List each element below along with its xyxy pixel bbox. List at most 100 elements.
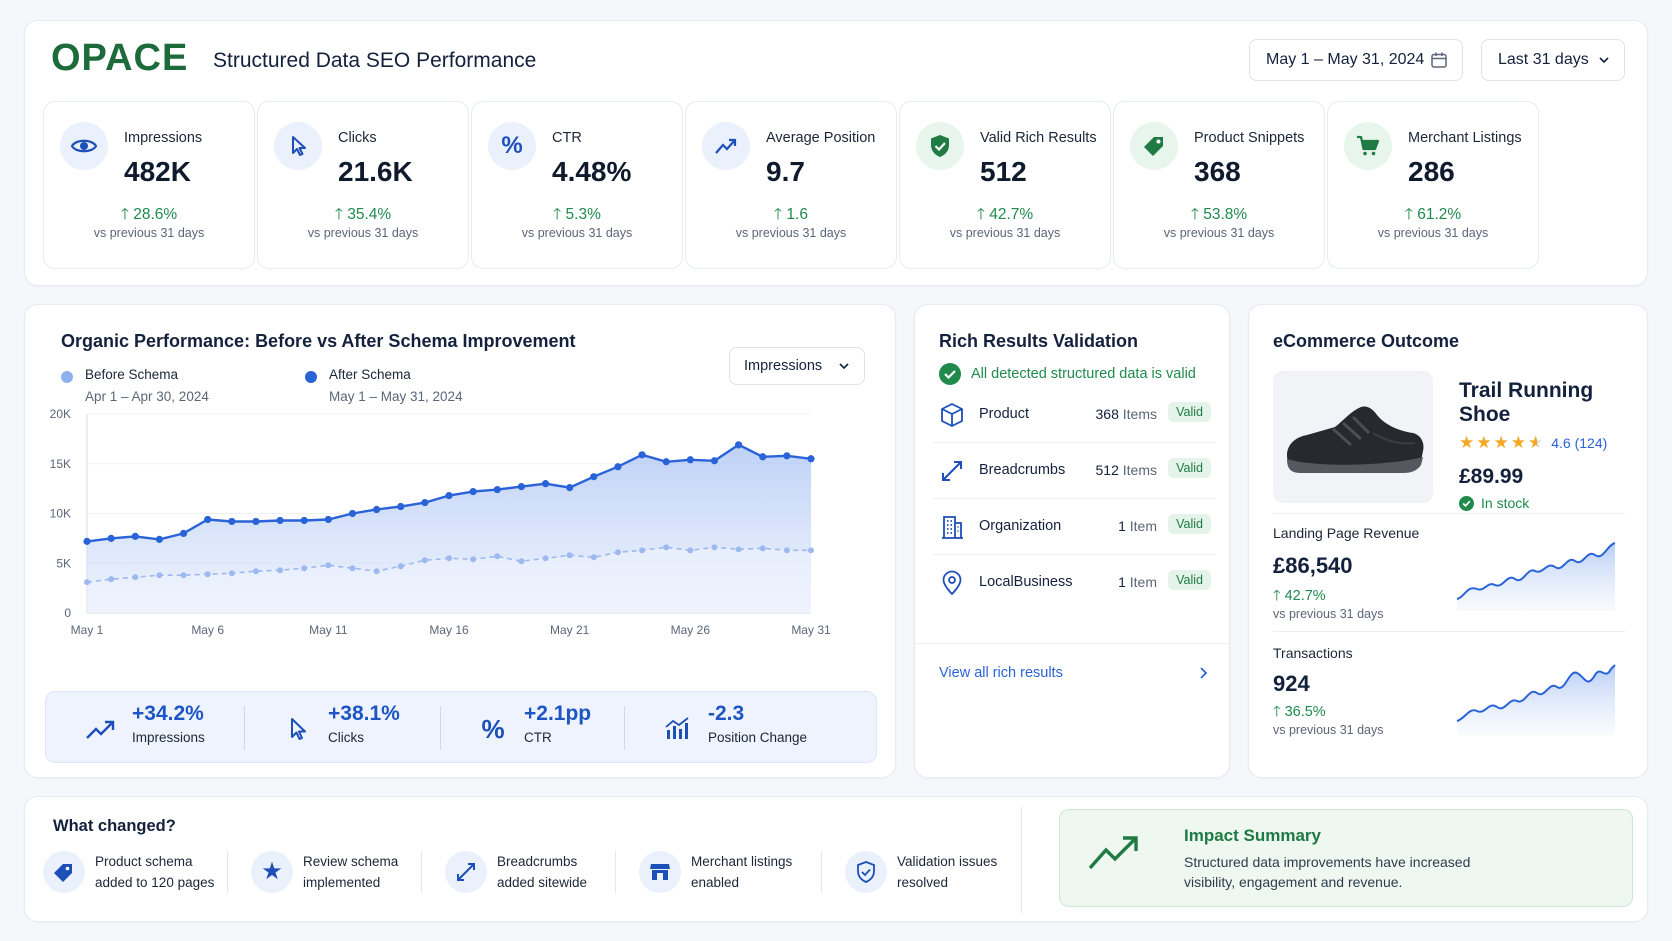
kpi-change: 🡑 28.6%	[120, 206, 178, 223]
after-point[interactable]	[324, 515, 332, 524]
eye-icon	[60, 122, 108, 170]
before-point[interactable]	[301, 565, 308, 572]
kpi-value: 286	[1408, 156, 1455, 187]
before-point[interactable]	[421, 557, 428, 564]
after-point[interactable]	[759, 453, 767, 461]
period-label: Last 31 days	[1498, 51, 1589, 68]
before-point[interactable]	[470, 556, 477, 563]
before-point[interactable]	[204, 571, 211, 578]
after-point[interactable]	[83, 537, 91, 545]
before-schema-area	[87, 547, 811, 613]
date-range-label: May 1 – May 31, 2024	[1266, 51, 1425, 68]
after-point[interactable]	[541, 480, 550, 488]
before-point[interactable]	[783, 547, 790, 554]
before-point[interactable]	[759, 545, 766, 552]
kpi-compare: vs previous 31 days	[1377, 226, 1489, 240]
before-point[interactable]	[590, 554, 597, 561]
after-point[interactable]	[252, 517, 260, 526]
after-point[interactable]	[493, 486, 501, 494]
after-point[interactable]	[397, 502, 405, 511]
before-point[interactable]	[156, 572, 163, 579]
before-point[interactable]	[84, 579, 90, 586]
after-point[interactable]	[155, 535, 163, 543]
after-point[interactable]	[566, 484, 574, 492]
after-point[interactable]	[662, 458, 670, 466]
kpi-card-valid-rich-results[interactable]: Valid Rich Results 512 🡑 42.7% vs previo…	[899, 101, 1111, 269]
x-tick-label: May 26	[671, 623, 711, 637]
line-chart[interactable]: 0 5K 10K 15K 20K May 1 May 6 May 11 May 16 May 2…	[25, 305, 897, 685]
kpi-card-ctr[interactable]: % CTR 4.48% 🡑 5.3% vs previous 31 days	[471, 101, 683, 269]
after-point[interactable]	[107, 534, 115, 542]
arrow-up-icon: 🡑	[553, 206, 562, 223]
before-point[interactable]	[108, 576, 115, 583]
rich-row-name: Organization	[979, 518, 1062, 534]
before-point[interactable]	[711, 544, 718, 551]
after-point[interactable]	[373, 505, 381, 514]
product-image[interactable]	[1273, 371, 1433, 503]
stock-status: In stock	[1459, 495, 1529, 511]
after-point[interactable]	[300, 516, 308, 525]
rich-row-product[interactable]: Product 368 Items Valid	[933, 387, 1215, 443]
before-point[interactable]	[446, 555, 452, 562]
rich-row-breadcrumbs[interactable]: Breadcrumbs 512 Items Valid	[933, 443, 1215, 499]
before-point[interactable]	[252, 568, 259, 575]
after-point[interactable]	[807, 455, 815, 463]
kpi-card-clicks[interactable]: Clicks 21.6K 🡑 35.4% vs previous 31 days	[257, 101, 469, 269]
before-point[interactable]	[228, 570, 235, 577]
before-point[interactable]	[325, 562, 332, 569]
view-all-rich-results-link[interactable]: View all rich results	[939, 665, 1209, 681]
after-point[interactable]	[276, 516, 284, 525]
before-point[interactable]	[373, 568, 380, 575]
rich-row-organization[interactable]: Organization 1 Item Valid	[933, 499, 1215, 555]
before-point[interactable]	[687, 547, 694, 554]
before-point[interactable]	[808, 547, 814, 554]
rich-row-localbusiness[interactable]: LocalBusiness 1 Item Valid	[933, 555, 1215, 611]
kpi-card-impressions[interactable]: Impressions 482K 🡑 28.6% vs previous 31 …	[43, 101, 255, 269]
x-tick-label: May 6	[191, 623, 224, 637]
before-point[interactable]	[277, 567, 284, 574]
x-tick-label: May 16	[429, 623, 469, 637]
change-text: Review schema implemented	[303, 854, 399, 890]
after-point[interactable]	[783, 452, 791, 460]
valid-badge: Valid	[1168, 458, 1211, 478]
metric-select[interactable]: Impressions	[729, 347, 865, 385]
kpi-card-product-snippets[interactable]: Product Snippets 368 🡑 53.8% vs previous…	[1113, 101, 1325, 269]
before-point[interactable]	[614, 549, 621, 556]
before-point[interactable]	[518, 558, 525, 565]
before-point[interactable]	[180, 572, 187, 579]
kpi-card-merchant-listings[interactable]: Merchant Listings 286 🡑 61.2% vs previou…	[1327, 101, 1539, 269]
before-point[interactable]	[132, 574, 139, 581]
before-point[interactable]	[735, 546, 742, 553]
after-point[interactable]	[348, 509, 357, 518]
before-point[interactable]	[349, 565, 356, 572]
revenue-sparkline	[1456, 542, 1616, 611]
period-select[interactable]: Last 31 days	[1481, 39, 1625, 81]
date-range-picker[interactable]: May 1 – May 31, 2024	[1249, 39, 1463, 81]
after-point[interactable]	[735, 441, 743, 449]
after-point[interactable]	[517, 483, 525, 491]
before-point[interactable]	[542, 555, 549, 562]
after-point[interactable]	[421, 498, 429, 507]
kpi-compare: vs previous 31 days	[93, 226, 205, 240]
after-point[interactable]	[614, 463, 622, 471]
after-point[interactable]	[131, 532, 139, 540]
after-point[interactable]	[228, 517, 236, 526]
after-point[interactable]	[204, 515, 212, 524]
after-point[interactable]	[445, 491, 453, 500]
after-point[interactable]	[590, 473, 598, 481]
brand-logo[interactable]: OPACE	[51, 37, 189, 79]
kpi-card-average-position[interactable]: Average Position 9.7 🡑 1.6 vs previous 3…	[685, 101, 897, 269]
rating-text[interactable]: 4.6 (124)	[1551, 435, 1608, 451]
after-point[interactable]	[179, 529, 188, 537]
after-point[interactable]	[638, 451, 646, 459]
before-point[interactable]	[639, 547, 646, 554]
before-point[interactable]	[663, 544, 670, 551]
before-point[interactable]	[397, 563, 404, 570]
before-point[interactable]	[566, 552, 573, 559]
after-point[interactable]	[710, 457, 719, 465]
before-point[interactable]	[494, 553, 501, 560]
after-point[interactable]	[686, 456, 694, 464]
valid-badge: Valid	[1168, 402, 1211, 422]
after-point[interactable]	[469, 488, 477, 496]
check-circle-icon	[1459, 495, 1474, 511]
